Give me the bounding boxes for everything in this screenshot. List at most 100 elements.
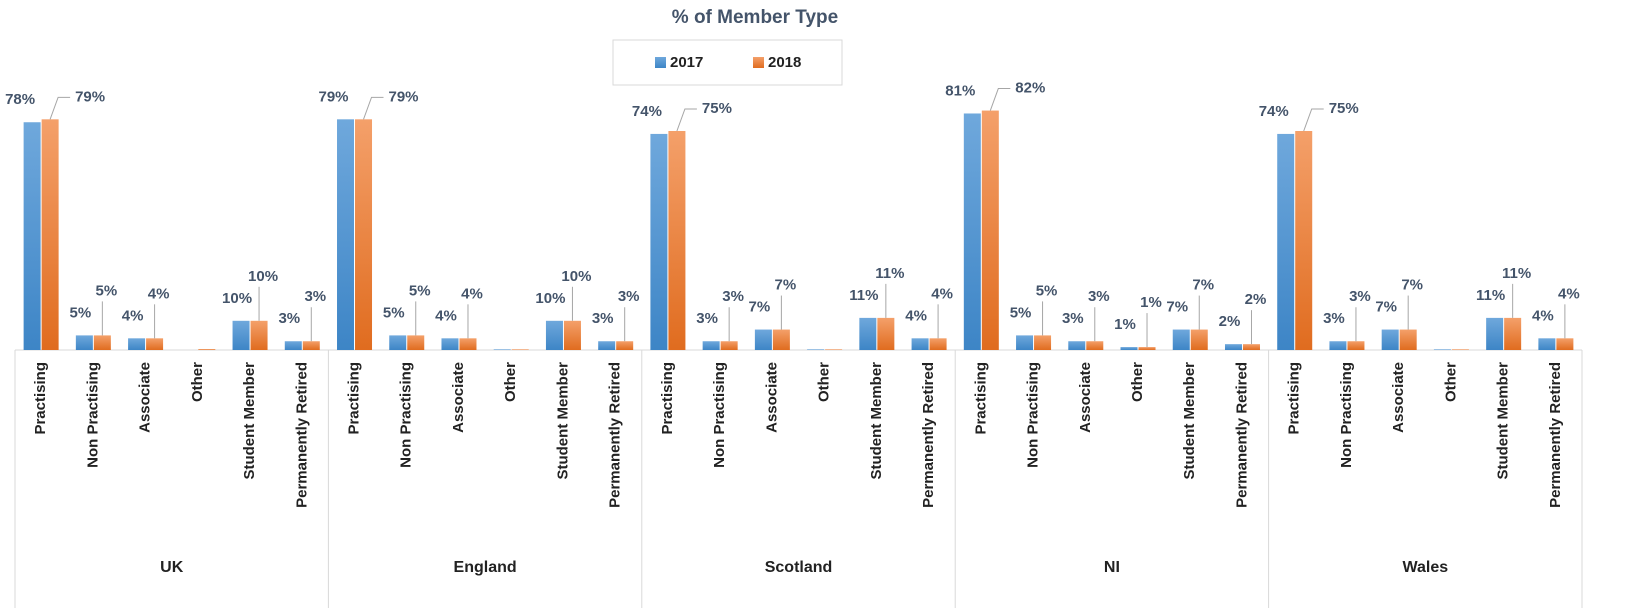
group-label: England <box>454 559 517 576</box>
data-label: 1% <box>1140 294 1162 311</box>
bar <box>929 338 947 350</box>
data-label: 3% <box>1062 310 1084 327</box>
data-label: 81% <box>945 82 975 99</box>
data-label: 78% <box>5 91 35 108</box>
bar <box>1034 335 1052 350</box>
leader-line <box>1303 108 1324 132</box>
bar <box>493 349 511 350</box>
bar <box>93 335 111 350</box>
x-tick-label: Associate <box>1077 362 1094 433</box>
x-tick-label: Permanently Retired <box>1547 362 1564 508</box>
data-label: 3% <box>592 310 614 327</box>
bar <box>1329 341 1347 350</box>
bar <box>911 338 929 350</box>
leader-line <box>989 88 1011 111</box>
group-label: Wales <box>1402 559 1448 576</box>
x-tick-label: Student Member <box>868 362 885 480</box>
bar <box>754 329 772 350</box>
bar <box>1068 341 1086 350</box>
data-label: 7% <box>1401 277 1423 294</box>
leader-line <box>676 108 697 132</box>
data-label: 74% <box>1259 103 1289 120</box>
data-label: 4% <box>931 285 953 302</box>
data-label: 2% <box>1245 291 1267 308</box>
leader-line <box>49 96 71 120</box>
x-tick-label: Other <box>189 362 206 402</box>
bar <box>1399 329 1417 350</box>
x-tick-label: Other <box>502 362 519 402</box>
data-label: 74% <box>632 103 662 120</box>
bar <box>75 335 93 350</box>
data-label: 79% <box>75 88 105 105</box>
bar <box>1486 317 1504 350</box>
group-label: Scotland <box>765 559 833 576</box>
bar <box>459 338 477 350</box>
bar <box>146 338 164 350</box>
bar <box>616 341 634 350</box>
x-tick-label: Practising <box>972 362 989 435</box>
data-label: 1% <box>1114 316 1136 333</box>
chart-title: % of Member Type <box>672 7 838 28</box>
data-label: 4% <box>122 307 144 324</box>
data-label: 4% <box>148 285 170 302</box>
data-label: 10% <box>561 268 591 285</box>
x-tick-label: Non Practising <box>711 362 728 468</box>
legend-swatch <box>655 57 666 68</box>
data-label: 11% <box>875 265 904 282</box>
x-tick-label: Associate <box>763 362 780 433</box>
bar <box>1556 338 1574 350</box>
x-tick-label: Other <box>816 362 833 402</box>
x-tick-label: Permanently Retired <box>920 362 937 508</box>
bar <box>1120 347 1138 350</box>
x-tick-label: Student Member <box>554 362 571 480</box>
bar <box>1242 344 1260 350</box>
bar <box>545 320 563 350</box>
bar <box>1172 329 1190 350</box>
data-label: 7% <box>775 277 797 294</box>
bar <box>1086 341 1104 350</box>
x-tick-label: Practising <box>345 362 362 435</box>
bar <box>23 122 41 351</box>
bar <box>337 119 355 350</box>
legend-swatch <box>753 57 764 68</box>
data-label: 82% <box>1015 80 1045 97</box>
x-tick-label: Associate <box>137 362 154 433</box>
bar <box>41 119 59 350</box>
data-label: 3% <box>1323 310 1345 327</box>
data-label: 3% <box>1349 288 1371 305</box>
x-tick-label: Associate <box>450 362 467 433</box>
bar <box>1224 344 1242 350</box>
data-label: 11% <box>1502 265 1531 282</box>
x-tick-label: Associate <box>1390 362 1407 433</box>
bar <box>963 113 981 350</box>
data-label: 11% <box>849 287 878 304</box>
bar <box>389 335 407 350</box>
data-label: 3% <box>618 288 640 305</box>
x-tick-label: Other <box>1129 362 1146 402</box>
bar <box>650 133 668 350</box>
x-tick-label: Permanently Retired <box>293 362 310 508</box>
bar <box>302 341 320 350</box>
data-label: 10% <box>248 268 278 285</box>
data-label: 5% <box>1036 282 1058 299</box>
bar <box>198 349 216 350</box>
data-label: 7% <box>1375 299 1397 316</box>
data-label: 3% <box>696 310 718 327</box>
bar <box>1277 133 1295 350</box>
bar <box>511 349 529 350</box>
data-label: 4% <box>905 307 927 324</box>
data-label: 11% <box>1476 287 1505 304</box>
data-label: 10% <box>535 290 565 307</box>
x-tick-label: Permanently Retired <box>607 362 624 508</box>
bar <box>807 349 825 350</box>
x-tick-label: Non Practising <box>84 362 101 468</box>
data-label: 2% <box>1219 313 1241 330</box>
data-label: 4% <box>461 285 483 302</box>
bar <box>598 341 616 350</box>
x-tick-label: Other <box>1442 362 1459 402</box>
bar <box>1016 335 1034 350</box>
bar <box>441 338 459 350</box>
data-label: 3% <box>722 288 744 305</box>
data-label: 4% <box>435 307 457 324</box>
